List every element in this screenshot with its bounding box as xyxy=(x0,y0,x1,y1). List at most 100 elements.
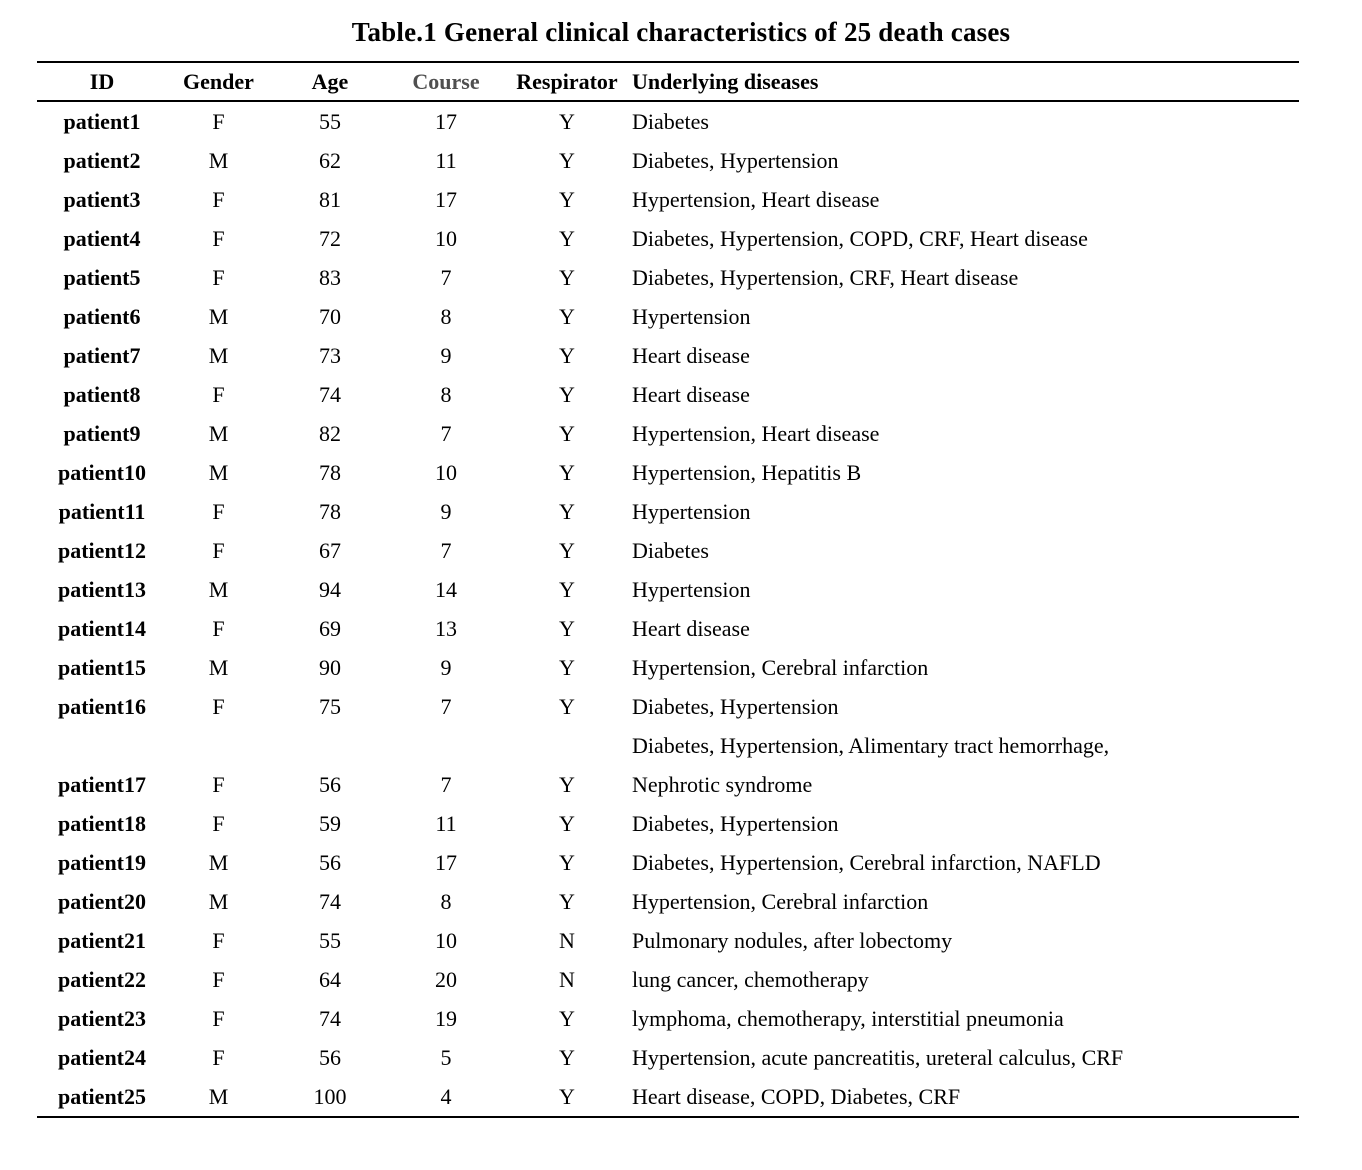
cell-gender: M xyxy=(208,889,229,914)
cell-id: patient10 xyxy=(58,460,146,485)
cell-age: 59 xyxy=(319,811,341,836)
cell-diseases: Diabetes xyxy=(632,538,709,563)
cell-respirator: Y xyxy=(559,265,575,290)
cell-age: 69 xyxy=(319,616,341,641)
cell-age: 55 xyxy=(319,928,341,953)
cell-course: 9 xyxy=(440,655,452,680)
cell-id: patient23 xyxy=(58,1006,146,1031)
cell-age: 56 xyxy=(319,1045,341,1070)
cell-respirator: Y xyxy=(559,421,575,446)
cell-course: 11 xyxy=(435,811,457,836)
cell-gender: M xyxy=(208,421,229,446)
cell-diseases: Heart disease xyxy=(632,343,750,368)
cell-id: patient12 xyxy=(58,538,146,563)
cell-gender: F xyxy=(212,772,225,797)
cell-gender: F xyxy=(212,694,225,719)
cell-diseases: Hypertension xyxy=(632,577,751,602)
table-header-row: ID Gender Age Course Respirator Underlying di… xyxy=(37,62,1299,102)
table-row: patient8 F 74 8 Y Heart disease xyxy=(37,375,1299,414)
table-row: patient2 M 62 11 Y Diabetes, Hypertension xyxy=(37,141,1299,180)
cell-respirator: Y xyxy=(559,382,575,407)
cell-id: patient4 xyxy=(63,226,141,251)
cell-course: 10 xyxy=(435,928,457,953)
cell-respirator: Y xyxy=(559,538,575,563)
cell-id: patient17 xyxy=(58,772,146,797)
cell-diseases: Diabetes, Hypertension xyxy=(632,811,839,836)
cell-diseases: Diabetes, Hypertension xyxy=(632,694,839,719)
cell-id: patient9 xyxy=(63,421,141,446)
cell-respirator: Y xyxy=(559,655,575,680)
cell-course: 10 xyxy=(435,226,457,251)
cell-diseases: Hypertension, Heart disease xyxy=(632,421,880,446)
cell-course: 4 xyxy=(440,1084,452,1109)
cell-age: 100 xyxy=(313,1084,347,1109)
cell-respirator: Y xyxy=(559,772,575,797)
column-header-respirator: Respirator xyxy=(502,62,632,102)
cell-gender: F xyxy=(212,499,225,524)
cell-diseases: lung cancer, chemotherapy xyxy=(632,967,869,992)
table-body: patient1 F 55 17 Y Diabetes patient2 M 62 11 Y Diab… xyxy=(37,101,1299,1117)
cell-respirator: Y xyxy=(559,109,575,134)
cell-diseases: Heart disease, COPD, Diabetes, CRF xyxy=(632,1084,961,1109)
table-row: patient14 F 69 13 Y Heart disease xyxy=(37,609,1299,648)
cell-respirator: Y xyxy=(559,811,575,836)
cell-course: 8 xyxy=(440,889,452,914)
cell-diseases: Diabetes, Hypertension xyxy=(632,148,839,173)
cell-diseases: Hypertension, Hepatitis B xyxy=(632,460,862,485)
cell-course: 17 xyxy=(435,850,457,875)
cell-course: 19 xyxy=(435,1006,457,1031)
cell-diseases: Diabetes, Hypertension, Cerebral infarct… xyxy=(632,850,1101,875)
cell-gender: M xyxy=(208,343,229,368)
cell-age: 94 xyxy=(319,577,341,602)
cell-diseases: Diabetes xyxy=(632,109,709,134)
cell-respirator: Y xyxy=(559,343,575,368)
table-row: patient19 M 56 17 Y Diabetes, Hypertension, C… xyxy=(37,843,1299,882)
cell-gender: F xyxy=(212,187,225,212)
table-row: patient11 F 78 9 Y Hypertension xyxy=(37,492,1299,531)
cell-diseases: Hypertension, Cerebral infarction xyxy=(632,655,929,680)
clinical-characteristics-table: ID Gender Age Course Respirator Underlying di… xyxy=(37,61,1299,1118)
cell-diseases: Hypertension xyxy=(632,499,751,524)
cell-id: patient6 xyxy=(63,304,141,329)
cell-id: patient5 xyxy=(63,265,141,290)
column-header-id: ID xyxy=(37,62,167,102)
cell-gender: M xyxy=(208,577,229,602)
cell-course: 7 xyxy=(440,694,452,719)
cell-course: 20 xyxy=(435,967,457,992)
table-row: patient20 M 74 8 Y Hypertension, Cerebral inf… xyxy=(37,882,1299,921)
cell-respirator: Y xyxy=(559,1084,575,1109)
cell-age: 67 xyxy=(319,538,341,563)
column-header-age: Age xyxy=(270,62,390,102)
table-row: patient24 F 56 5 Y Hypertension, acute pancre… xyxy=(37,1038,1299,1077)
cell-age: 74 xyxy=(319,382,341,407)
cell-respirator: Y xyxy=(559,889,575,914)
cell-age: 78 xyxy=(319,499,341,524)
cell-age: 70 xyxy=(319,304,341,329)
cell-course: 9 xyxy=(440,499,452,524)
table-head: ID Gender Age Course Respirator Underlying di… xyxy=(37,62,1299,102)
cell-age: 83 xyxy=(319,265,341,290)
table-row: patient17 F 56 7 Y Diabetes, Hypertension, Al… xyxy=(37,726,1299,804)
cell-respirator: Y xyxy=(559,304,575,329)
table-row: patient3 F 81 17 Y Hypertension, Heart diseas… xyxy=(37,180,1299,219)
column-header-course: Course xyxy=(390,62,502,102)
cell-age: 78 xyxy=(319,460,341,485)
cell-diseases: Hypertension xyxy=(632,304,751,329)
cell-id: patient16 xyxy=(58,694,146,719)
column-header-gender: Gender xyxy=(167,62,270,102)
cell-gender: F xyxy=(212,1006,225,1031)
cell-course: 9 xyxy=(440,343,452,368)
cell-respirator: Y xyxy=(559,694,575,719)
cell-diseases: lymphoma, chemotherapy, interstitial pne… xyxy=(632,1006,1064,1031)
cell-respirator: N xyxy=(559,967,575,992)
cell-age: 75 xyxy=(319,694,341,719)
cell-diseases: Diabetes, Hypertension, COPD, CRF, Heart… xyxy=(632,226,1088,251)
cell-age: 74 xyxy=(319,1006,341,1031)
cell-age: 62 xyxy=(319,148,341,173)
cell-diseases: Heart disease xyxy=(632,382,750,407)
cell-diseases: Diabetes, Hypertension, Alimentary tract… xyxy=(632,733,1110,797)
cell-id: patient18 xyxy=(58,811,146,836)
cell-course: 8 xyxy=(440,304,452,329)
cell-age: 56 xyxy=(319,772,341,797)
